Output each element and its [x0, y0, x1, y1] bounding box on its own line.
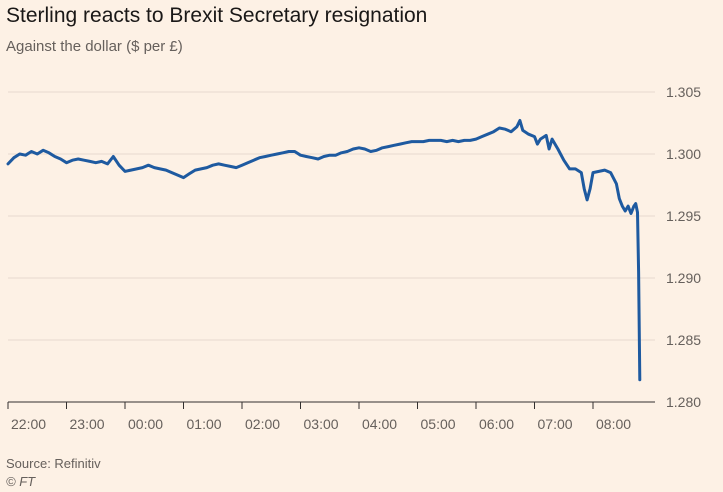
y-tick-label: 1.290: [666, 270, 701, 286]
y-tick-label: 1.305: [666, 84, 701, 100]
y-axis: 1.280 1.285 1.290 1.295 1.300 1.305: [666, 84, 701, 410]
y-tick-label: 1.280: [666, 394, 701, 410]
x-tick-label: 22:00: [11, 416, 46, 432]
x-tick-label: 00:00: [128, 416, 163, 432]
chart-title: Sterling reacts to Brexit Secretary resi…: [6, 4, 428, 27]
x-tick-label: 05:00: [421, 416, 456, 432]
x-tick-label: 01:00: [187, 416, 222, 432]
gbp-usd-line: [6, 119, 642, 382]
credit-note: © FT: [6, 474, 36, 489]
source-note: Source: Refinitiv: [6, 456, 101, 471]
x-tick-label: 23:00: [70, 416, 105, 432]
x-tick-label: 02:00: [245, 416, 280, 432]
x-tick-label: 08:00: [596, 416, 631, 432]
y-tick-label: 1.300: [666, 146, 701, 162]
x-tick-label: 03:00: [304, 416, 339, 432]
gridlines: [8, 91, 655, 403]
series-layer: [6, 119, 642, 382]
chart-subtitle: Against the dollar ($ per £): [6, 38, 183, 55]
x-tick-label: 07:00: [538, 416, 573, 432]
x-tick-label: 04:00: [362, 416, 397, 432]
x-tick-label: 06:00: [479, 416, 514, 432]
x-axis: 22:00 23:00 00:00 01:00 02:00 03:00 04:00 05:00…: [7, 402, 631, 432]
y-tick-label: 1.285: [666, 332, 701, 348]
y-tick-label: 1.295: [666, 208, 701, 224]
